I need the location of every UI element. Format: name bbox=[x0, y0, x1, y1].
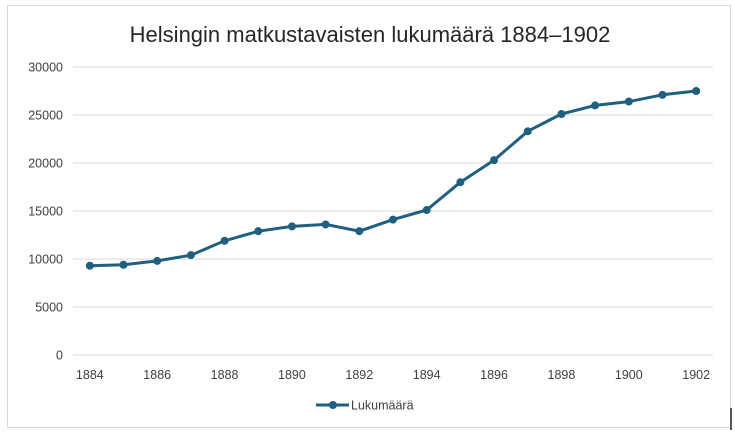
chart-frame bbox=[7, 5, 731, 428]
x-tick-label: 1898 bbox=[548, 368, 576, 382]
legend[interactable]: Lukumäärä bbox=[316, 399, 414, 413]
data-point-marker[interactable] bbox=[624, 97, 633, 106]
data-point-marker[interactable] bbox=[490, 156, 499, 165]
data-point-marker[interactable] bbox=[422, 206, 431, 215]
y-axis-labels: 0 5000 10000 15000 20000 25000 30000 bbox=[28, 61, 63, 363]
series-line bbox=[88, 89, 698, 268]
legend-marker-icon bbox=[329, 401, 337, 409]
data-point-marker[interactable] bbox=[85, 261, 94, 270]
y-tick-label: 15000 bbox=[28, 205, 63, 219]
y-tick-label: 10000 bbox=[28, 253, 63, 267]
series-lukumaara bbox=[85, 87, 701, 270]
data-point-marker[interactable] bbox=[389, 215, 397, 224]
data-point-marker[interactable] bbox=[254, 227, 263, 236]
data-point-marker[interactable] bbox=[692, 87, 701, 95]
data-point-marker[interactable] bbox=[321, 220, 330, 229]
x-tick-label: 1888 bbox=[211, 368, 239, 382]
y-tick-label: 20000 bbox=[28, 157, 63, 171]
text-cursor bbox=[730, 408, 732, 430]
data-point-marker[interactable] bbox=[557, 110, 566, 119]
x-tick-label: 1886 bbox=[143, 368, 171, 382]
chart-title: Helsingin matkustavaisten lukumäärä 1884… bbox=[130, 22, 611, 47]
y-tick-label: 30000 bbox=[28, 61, 63, 75]
data-point-marker[interactable] bbox=[591, 101, 600, 110]
x-tick-label: 1896 bbox=[480, 368, 508, 382]
data-point-marker[interactable] bbox=[119, 260, 128, 269]
data-point-marker[interactable] bbox=[456, 178, 465, 187]
data-point-marker[interactable] bbox=[355, 227, 364, 236]
legend-label: Lukumäärä bbox=[351, 399, 414, 413]
x-tick-label: 1900 bbox=[615, 368, 643, 382]
data-point-marker[interactable] bbox=[658, 90, 667, 99]
data-point-marker[interactable] bbox=[220, 236, 229, 245]
x-tick-label: 1894 bbox=[413, 368, 441, 382]
x-tick-label: 1884 bbox=[76, 368, 104, 382]
data-point-marker[interactable] bbox=[287, 222, 296, 231]
y-tick-label: 0 bbox=[56, 349, 63, 363]
y-tick-label: 5000 bbox=[35, 301, 63, 315]
x-tick-label: 1892 bbox=[345, 368, 373, 382]
y-tick-label: 25000 bbox=[28, 109, 63, 123]
x-axis-labels: 1884 1886 1888 1890 1892 1894 1896 1898 1900 1902 bbox=[76, 368, 710, 382]
x-tick-label: 1902 bbox=[682, 368, 710, 382]
data-point-marker[interactable] bbox=[186, 251, 195, 260]
data-point-marker[interactable] bbox=[153, 256, 162, 265]
data-point-marker[interactable] bbox=[523, 127, 532, 136]
gridlines bbox=[73, 66, 713, 356]
x-tick-label: 1890 bbox=[278, 368, 306, 382]
